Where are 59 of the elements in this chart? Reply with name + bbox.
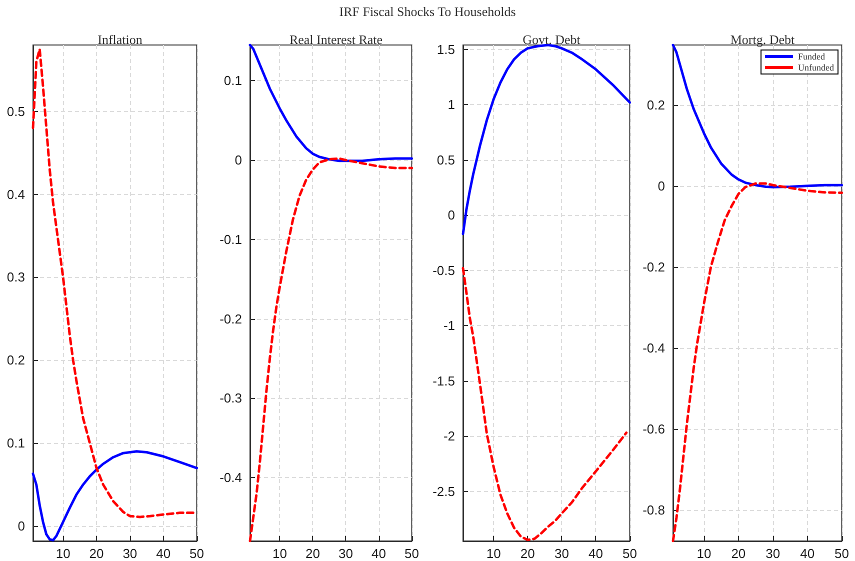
x-tick-label: 40 [156,546,171,561]
y-tick-label: 1 [448,97,455,112]
legend-label: Unfunded [798,62,834,72]
y-tick-label: 0.5 [6,104,25,119]
x-tick-label: 10 [696,546,712,561]
x-tick-label: 10 [56,546,70,561]
y-tick-label: 0.1 [6,436,25,451]
y-tick-label: 0 [658,178,665,194]
x-tick-label: 20 [305,546,320,561]
y-tick-label: 0.3 [6,270,25,285]
line-series [462,44,632,236]
y-tick-label: -0.1 [220,232,242,247]
line-series [462,266,628,542]
line-series [672,182,844,542]
y-tick-label: 0.1 [224,73,242,88]
y-tick-label: 0.5 [436,152,455,168]
y-tick-label: -0.2 [220,311,242,326]
y-tick-label: -0.3 [220,390,242,406]
x-tick-label: 30 [122,546,138,561]
x-tick-label: 40 [372,546,386,561]
x-tick-label: 20 [520,546,535,561]
y-tick-label: 0 [18,518,25,534]
y-tick-label: -0.8 [642,502,665,518]
x-tick-label: 50 [190,546,204,561]
x-tick-label: 40 [588,546,603,561]
line-series [248,44,414,162]
y-tick-label: -0.6 [642,421,665,436]
x-tick-label: 40 [800,546,815,561]
x-tick-label: 50 [404,546,420,561]
chart-title: Mortg. Debt [730,32,796,47]
x-tick-label: 10 [486,546,501,561]
y-tick-label: -1.5 [432,373,455,388]
y-tick-label: 0.4 [6,186,25,202]
y-tick-label: 0 [234,152,242,168]
y-tick-label: 0.2 [6,352,25,368]
x-tick-label: 50 [622,546,638,561]
y-tick-label: -0.4 [642,340,665,356]
y-tick-label: -1 [443,318,455,334]
y-tick-label: 1.5 [436,42,455,57]
x-tick-label: 30 [554,546,569,561]
x-tick-label: 20 [89,546,104,561]
x-tick-label: 10 [272,546,287,561]
x-tick-label: 30 [338,546,353,561]
chart-title: Inflation [98,32,143,47]
line-series [248,157,414,542]
text: IRF Fiscal Shocks To Households [338,4,517,20]
y-tick-label: -2.5 [432,484,455,499]
y-tick-label: -0.4 [220,470,242,486]
legend-label: Funded [798,52,826,62]
y-tick-label: -0.2 [642,259,665,274]
chart-title: Real Interest Rate [289,32,383,47]
y-tick-label: -0.5 [432,262,455,278]
x-tick-label: 50 [834,546,850,561]
chart-title: Govt. Debt [522,32,581,47]
y-tick-label: 0 [448,208,455,223]
x-tick-label: 20 [731,546,746,561]
y-tick-label: 0.2 [646,97,665,112]
x-tick-label: 30 [766,546,780,561]
y-tick-label: -2 [443,428,455,444]
